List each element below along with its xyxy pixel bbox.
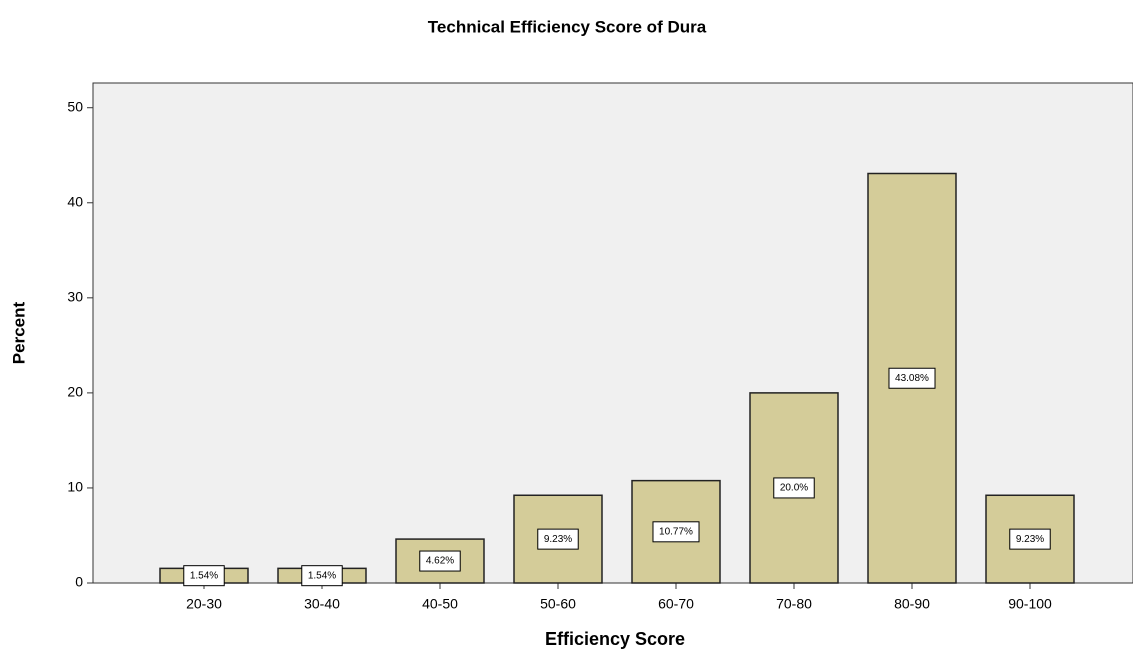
y-axis-label: Percent [9, 301, 28, 364]
value-label-box [888, 367, 936, 389]
value-label-box [183, 565, 225, 587]
value-label-box [652, 521, 700, 543]
y-tick-label: 30 [67, 289, 83, 305]
value-label: 1.54% [308, 570, 336, 581]
plot-area [92, 82, 1133, 584]
x-axis-label: Efficiency Score [545, 629, 685, 649]
value-label: 4.62% [426, 556, 454, 567]
y-tick-label: 50 [67, 98, 83, 114]
value-label-box [773, 477, 815, 499]
value-label: 10.77% [659, 526, 693, 537]
chart-title: Technical Efficiency Score of Dura [428, 17, 707, 36]
y-tick-label: 40 [67, 193, 83, 209]
x-tick-label: 20-30 [186, 596, 222, 612]
value-label: 9.23% [544, 534, 572, 545]
value-label-box [301, 565, 343, 587]
value-label: 43.08% [895, 373, 929, 384]
bar [513, 494, 603, 584]
value-label-box [1009, 528, 1051, 550]
x-tick-label: 90-100 [1008, 596, 1052, 612]
y-tick-label: 20 [67, 384, 83, 400]
x-tick-label: 40-50 [422, 596, 458, 612]
x-tick-label: 60-70 [658, 596, 694, 612]
value-label: 20.0% [780, 483, 808, 494]
value-label-box [537, 528, 579, 550]
y-tick-label: 0 [75, 574, 83, 590]
x-tick-label: 50-60 [540, 596, 576, 612]
x-tick-label: 30-40 [304, 596, 340, 612]
y-tick-label: 10 [67, 479, 83, 495]
value-label: 9.23% [1016, 534, 1044, 545]
value-label: 1.54% [190, 570, 218, 581]
x-tick-label: 80-90 [894, 596, 930, 612]
value-label-box [419, 550, 461, 572]
x-tick-label: 70-80 [776, 596, 812, 612]
